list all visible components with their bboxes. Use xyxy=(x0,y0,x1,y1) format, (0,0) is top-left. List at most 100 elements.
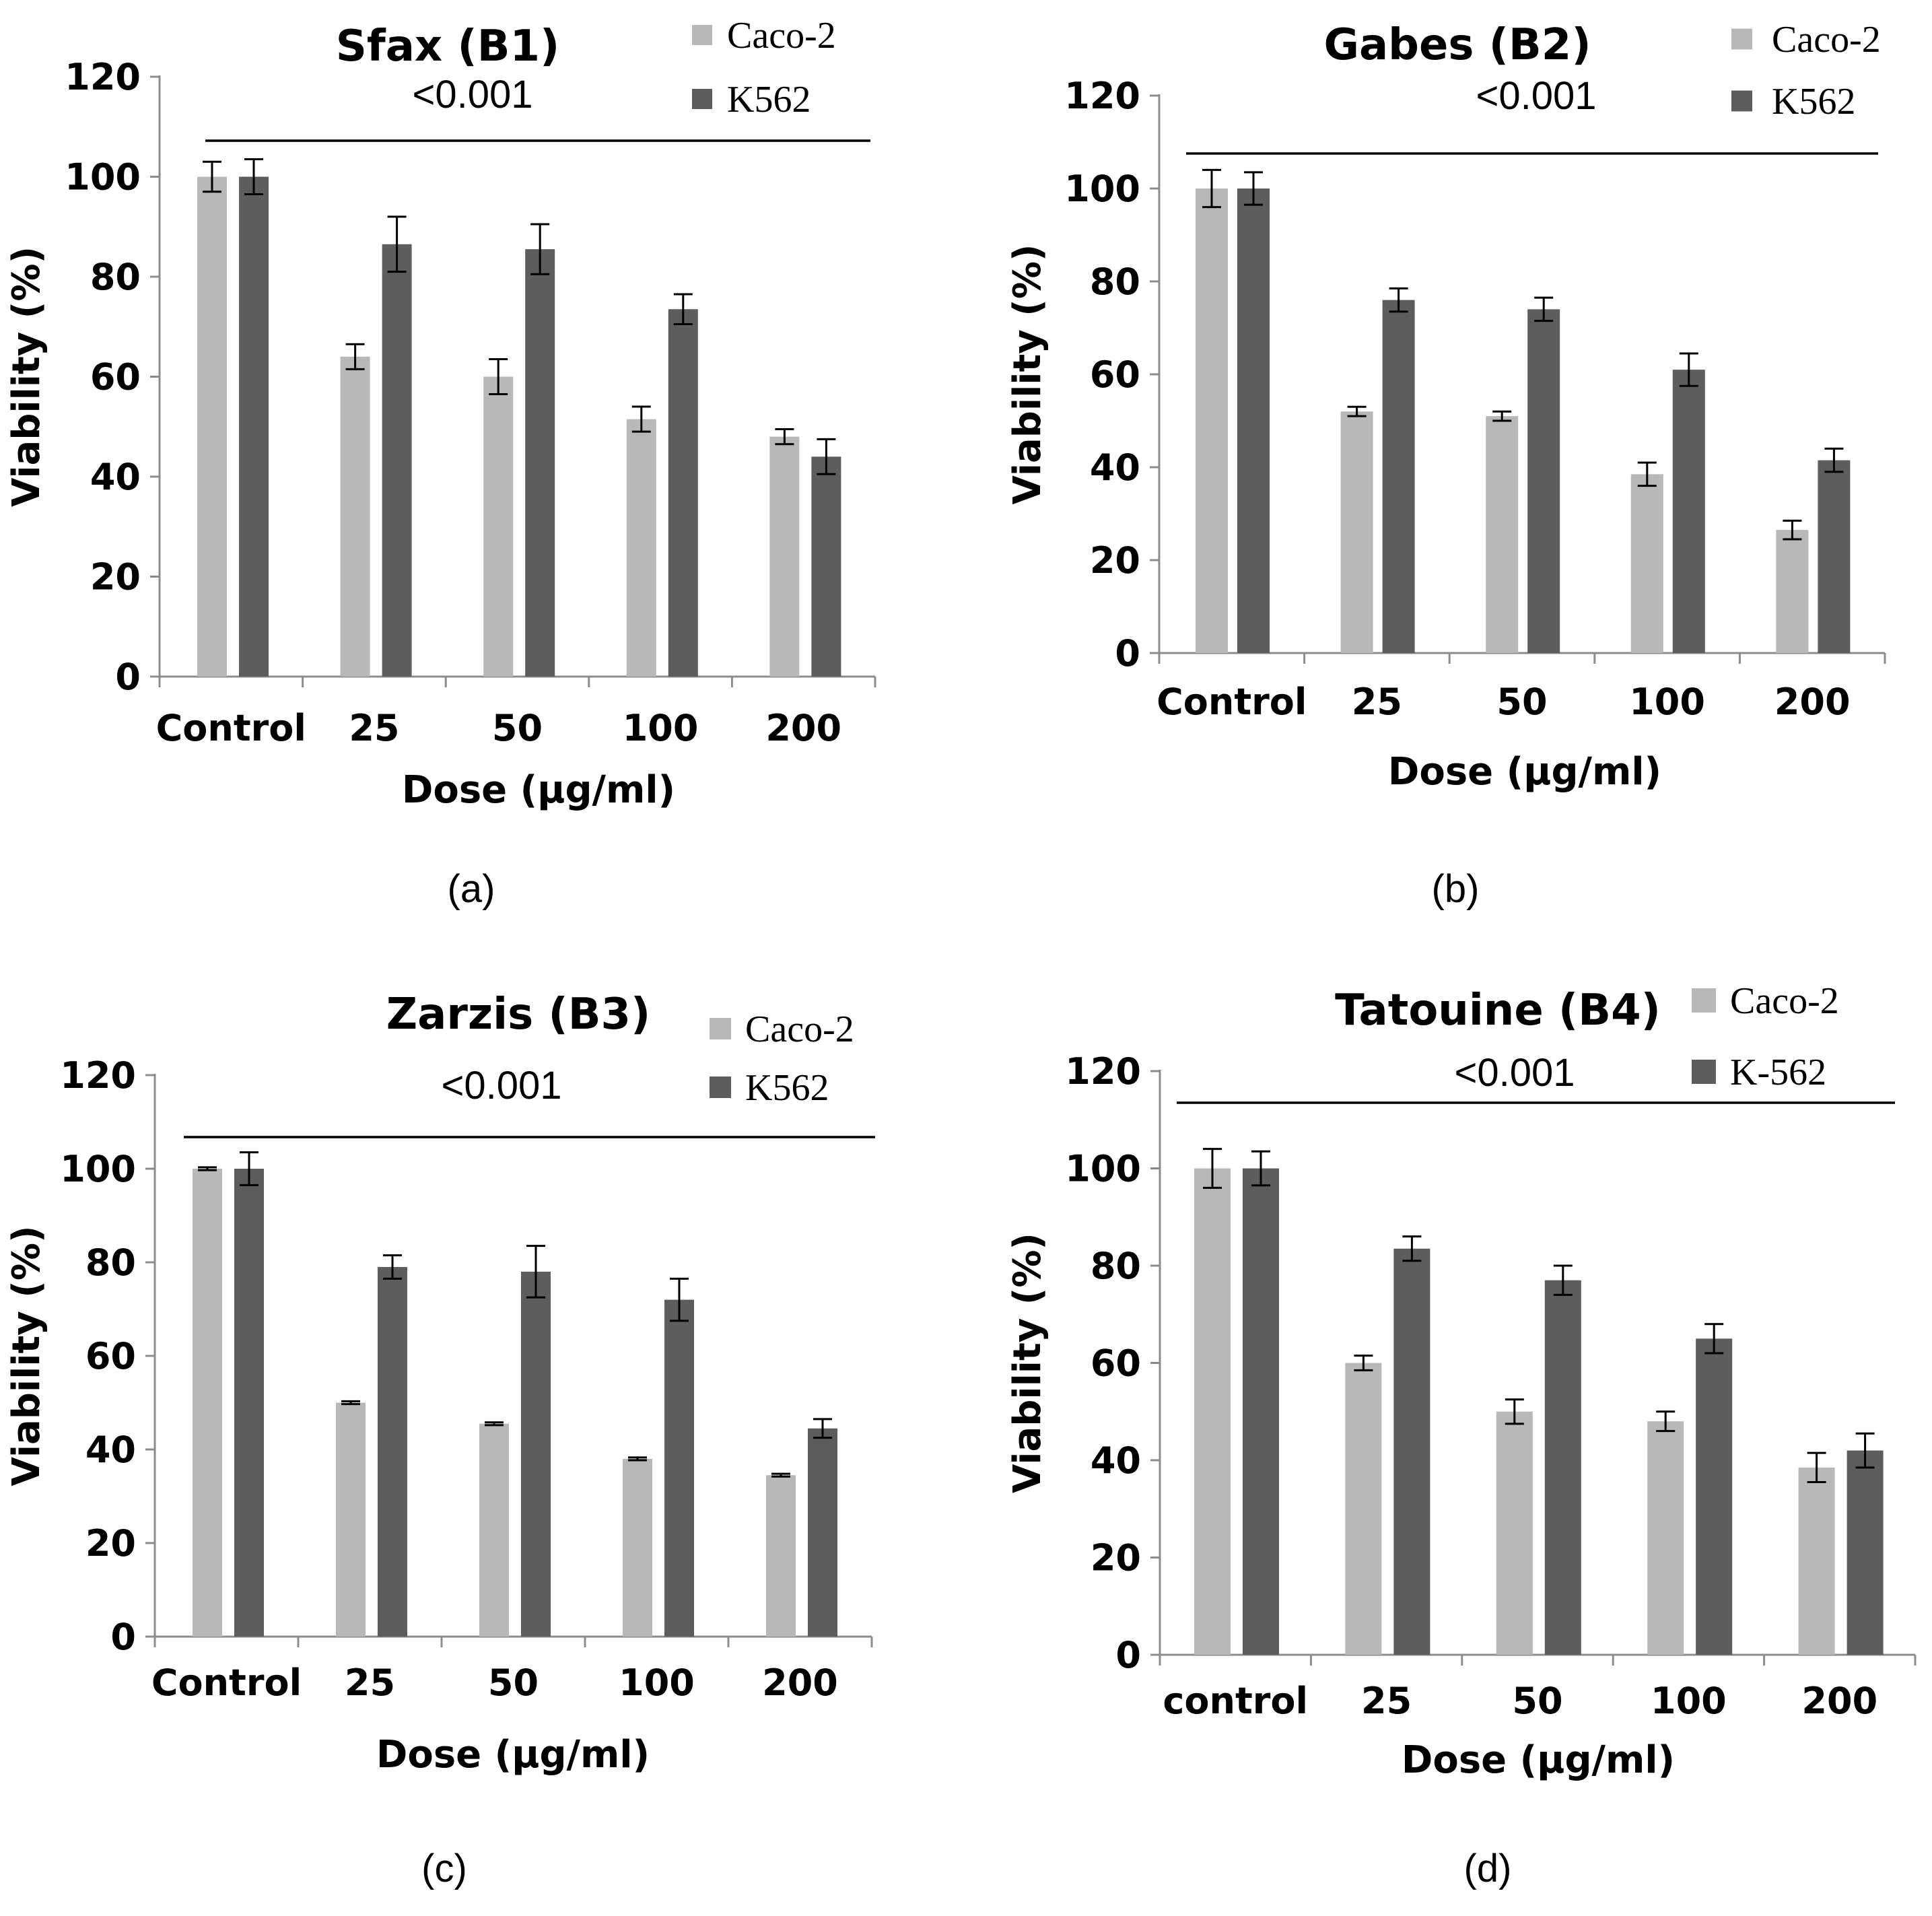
bar-k562 xyxy=(1382,300,1415,654)
bar-caco2 xyxy=(623,1458,652,1637)
y-tick-label: 20 xyxy=(1090,539,1140,582)
y-axis-label: Viability (%) xyxy=(5,246,48,507)
y-axis-label: Viability (%) xyxy=(5,1225,48,1486)
y-tick-label: 40 xyxy=(85,1429,136,1471)
bar-k562 xyxy=(1243,1168,1279,1655)
y-tick-label: 0 xyxy=(1115,632,1140,675)
bar-k562 xyxy=(1672,370,1705,653)
legend-label: Caco-2 xyxy=(1730,980,1839,1022)
legend-label: K562 xyxy=(745,1067,829,1109)
chart-title: Zarzis (B3) xyxy=(386,990,651,1039)
legend-label: K-562 xyxy=(1730,1052,1826,1093)
y-tick-label: 0 xyxy=(110,1616,136,1658)
x-tick-label: 25 xyxy=(1361,1680,1412,1722)
bar-k562 xyxy=(811,456,841,677)
y-tick-label: 120 xyxy=(1065,1050,1141,1093)
bar-k562 xyxy=(1393,1248,1430,1655)
x-tick-label: 25 xyxy=(349,707,399,749)
significance-label: <0.001 xyxy=(412,73,532,116)
y-tick-label: 80 xyxy=(1090,261,1140,303)
legend-label: Caco-2 xyxy=(1772,19,1881,61)
x-tick-label: 50 xyxy=(1512,1680,1562,1722)
bar-caco2 xyxy=(340,356,370,677)
chart-panel-2: 0 20 40 60 80 100 120 Control 25 50 100 200 Dose (μg… xyxy=(1006,19,1886,911)
significance-label: <0.001 xyxy=(441,1064,561,1107)
y-tick-label: 120 xyxy=(60,1054,136,1097)
panel-label: (b) xyxy=(1432,867,1480,911)
y-axis-label: Viability (%) xyxy=(1006,244,1049,504)
y-tick-label: 0 xyxy=(1115,1634,1141,1676)
x-tick-label: 100 xyxy=(619,1662,695,1704)
x-tick-label: Control xyxy=(151,1662,302,1704)
x-tick-label: 200 xyxy=(762,1662,838,1704)
bar-k562 xyxy=(808,1428,837,1637)
bar-k562 xyxy=(382,244,412,677)
chart-title: Gabes (B2) xyxy=(1323,20,1591,70)
y-tick-label: 120 xyxy=(1064,75,1140,117)
x-axis-label: Dose (μg/ml) xyxy=(402,768,675,812)
x-axis-label: Dose (μg/ml) xyxy=(1402,1738,1675,1782)
bar-k562 xyxy=(521,1271,551,1637)
bar-k562 xyxy=(668,309,698,677)
chart-title: Sfax (B1) xyxy=(336,22,560,71)
panel-label: (c) xyxy=(421,1847,467,1890)
x-tick-label: 50 xyxy=(488,1662,539,1704)
bar-caco2 xyxy=(193,1169,222,1637)
bar-caco2 xyxy=(1798,1467,1835,1655)
legend-label: Caco-2 xyxy=(745,1008,854,1050)
bar-caco2 xyxy=(1630,474,1663,653)
y-tick-label: 20 xyxy=(1091,1537,1141,1579)
x-tick-label: Control xyxy=(1157,681,1307,723)
legend-swatch-caco2 xyxy=(1692,988,1716,1013)
x-tick-label: 50 xyxy=(1496,681,1547,723)
bar-caco2 xyxy=(1196,189,1228,653)
bar-k562 xyxy=(1237,189,1270,653)
bar-caco2 xyxy=(1776,530,1809,653)
legend-label: K562 xyxy=(1772,81,1855,123)
x-tick-label: 200 xyxy=(1801,1680,1877,1722)
bar-k562 xyxy=(1696,1338,1733,1655)
bar-caco2 xyxy=(1340,411,1373,653)
bar-caco2 xyxy=(766,1475,796,1637)
y-tick-label: 100 xyxy=(1064,168,1140,210)
x-tick-label: 25 xyxy=(345,1662,395,1704)
y-tick-label: 120 xyxy=(65,56,141,98)
y-tick-label: 60 xyxy=(1090,353,1140,396)
bar-caco2 xyxy=(483,376,514,677)
y-tick-label: 60 xyxy=(90,356,141,399)
significance-label: <0.001 xyxy=(1476,74,1596,118)
bar-k562 xyxy=(1544,1280,1581,1655)
chart-panel-3: 0 20 40 60 80 100 120 Control 25 50 100 200 Dose (μg… xyxy=(5,990,875,1890)
y-tick-label: 40 xyxy=(1091,1439,1141,1482)
y-tick-label: 60 xyxy=(1091,1342,1141,1385)
x-tick-label: 25 xyxy=(1352,681,1402,723)
y-tick-label: 100 xyxy=(60,1148,136,1190)
y-tick-label: 80 xyxy=(1091,1245,1141,1287)
y-tick-label: 20 xyxy=(90,556,141,598)
y-axis-label: Viability (%) xyxy=(1006,1233,1049,1493)
chart-panel-1: 0 20 40 60 80 100 120 Control 25 50 100 200 Dose (μg… xyxy=(5,15,876,911)
y-tick-label: 40 xyxy=(90,456,141,498)
legend-swatch-caco2 xyxy=(692,25,712,45)
legend-swatch-k562 xyxy=(1692,1060,1716,1084)
y-tick-label: 0 xyxy=(115,656,141,698)
bar-k562 xyxy=(239,176,269,677)
x-tick-label: 50 xyxy=(492,707,543,749)
x-axis-label: Dose (μg/ml) xyxy=(376,1733,650,1777)
significance-label: <0.001 xyxy=(1454,1051,1575,1095)
bar-caco2 xyxy=(1486,416,1519,653)
bar-caco2 xyxy=(1647,1421,1684,1655)
bar-k562 xyxy=(664,1299,694,1637)
x-tick-label: Control xyxy=(156,707,306,749)
bar-caco2 xyxy=(1496,1411,1533,1655)
y-tick-label: 60 xyxy=(85,1335,136,1377)
bar-caco2 xyxy=(769,436,800,677)
bar-caco2 xyxy=(197,176,227,677)
x-tick-label: 200 xyxy=(765,707,841,749)
x-tick-label: 200 xyxy=(1774,681,1851,723)
bar-k562 xyxy=(525,249,555,677)
bar-caco2 xyxy=(1345,1363,1382,1655)
x-tick-label: 100 xyxy=(1629,681,1705,723)
bar-caco2 xyxy=(336,1402,366,1637)
